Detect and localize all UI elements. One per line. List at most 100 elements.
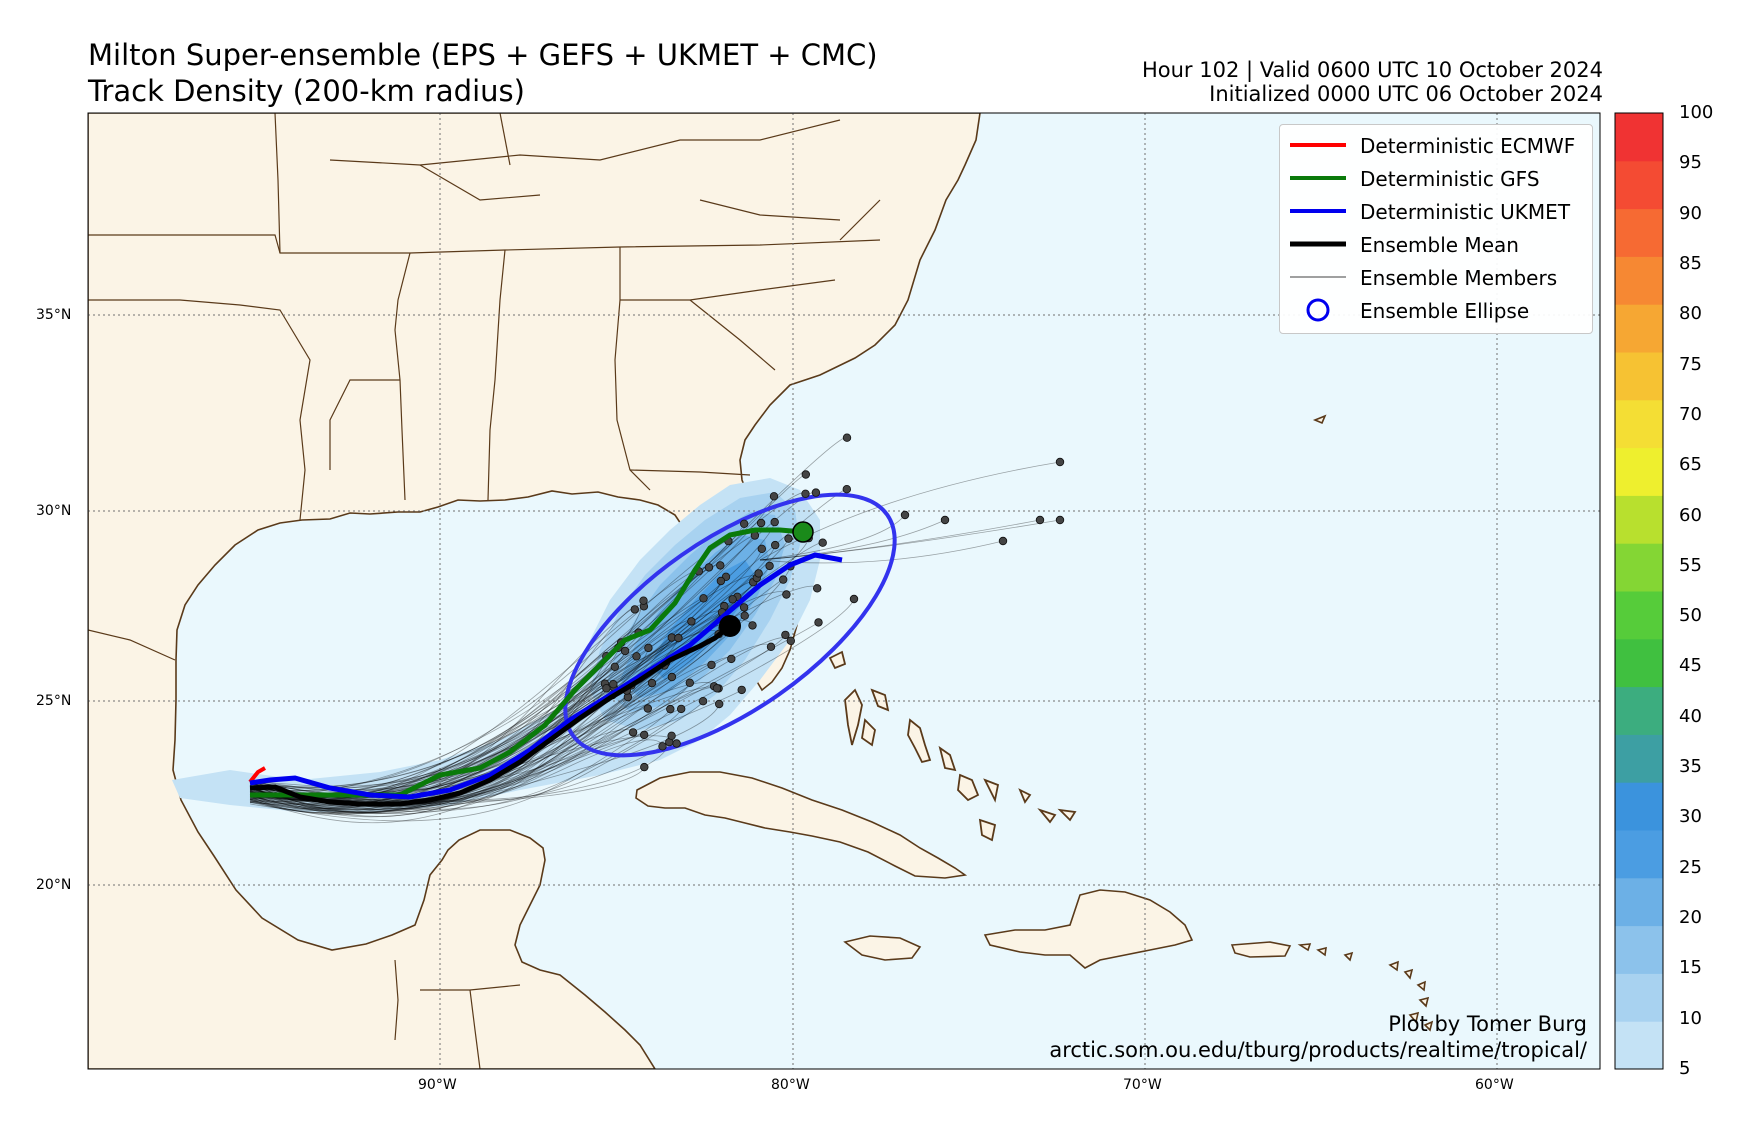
colorbar-bin — [1615, 304, 1663, 353]
ensemble-member-endpoint — [727, 654, 736, 664]
land-north-america — [88, 113, 981, 1069]
legend-item-gfs: Deterministic GFS — [1280, 164, 1592, 194]
legend-label: Deterministic UKMET — [1360, 200, 1571, 224]
ensemble-member-endpoint — [814, 618, 823, 627]
lon-label-80: 80°W — [771, 1077, 810, 1093]
ensemble-member-endpoint — [766, 642, 776, 651]
colorbar-bin — [1615, 208, 1663, 257]
ensemble-member-endpoint — [748, 621, 757, 630]
colorbar-tick-label: 70 — [1679, 403, 1702, 425]
ensemble-member-endpoint — [647, 678, 657, 688]
ensemble-member-track — [249, 679, 614, 810]
colorbar-bin — [1615, 113, 1663, 162]
ensemble-member-endpoint — [728, 595, 737, 604]
legend-label: Deterministic ECMWF — [1360, 134, 1576, 158]
lon-label-60: 60°W — [1475, 1077, 1514, 1093]
colorbar-bin — [1615, 160, 1663, 210]
ensemble-member-endpoint — [632, 652, 641, 661]
colorbar-tick-label: 20 — [1679, 907, 1702, 929]
colorbar-bin — [1615, 256, 1663, 305]
ensemble-mean-track — [249, 624, 732, 807]
colorbar-bin — [1615, 1021, 1663, 1070]
ensemble-member-endpoint — [628, 728, 638, 737]
colorbar — [1615, 113, 1663, 1070]
ensemble-member-endpoint — [849, 594, 859, 604]
state-boundaries — [88, 113, 881, 521]
ensemble-member-endpoint — [801, 489, 810, 498]
ensemble-member-track — [249, 697, 629, 805]
ensemble-member-endpoint — [677, 704, 686, 714]
colorbar-bin — [1615, 686, 1663, 735]
ensemble-member-endpoint — [771, 540, 780, 550]
colorbar-tick-label: 80 — [1679, 303, 1702, 325]
ensemble-member-endpoint — [779, 575, 788, 584]
ecmwf-track — [248, 766, 266, 784]
ensemble-member-endpoint — [842, 485, 851, 494]
lon-label-70: 70°W — [1123, 1077, 1162, 1093]
ensemble-member-track — [249, 742, 670, 801]
ensemble-member-endpoint — [811, 488, 821, 497]
map-frame — [87, 112, 1601, 1070]
ensemble-member-track — [759, 540, 1004, 564]
credit-url: arctic.som.ou.edu/tburg/products/realtim… — [1049, 1038, 1587, 1062]
chart-subtitle: Track Density (200-km radius) — [88, 74, 525, 108]
legend-swatch-ukmet — [1290, 209, 1346, 213]
legend-swatch-ensemble-members — [1290, 276, 1346, 278]
colorbar-tick-label: 30 — [1679, 806, 1702, 828]
colorbar-tick-label: 100 — [1679, 102, 1714, 123]
colorbar-bin — [1615, 495, 1663, 544]
ensemble-member-endpoint — [754, 569, 763, 578]
colorbar-bin — [1615, 352, 1663, 401]
colorbar-tick-label: 95 — [1679, 152, 1702, 174]
ensemble-member-endpoint — [770, 517, 779, 527]
ensemble-member-endpoint — [620, 646, 630, 656]
lon-label-90: 90°W — [418, 1077, 457, 1093]
ensemble-member-endpoint — [737, 685, 746, 695]
ensemble-member-track — [249, 538, 789, 787]
colorbar-bin — [1615, 447, 1663, 496]
colorbar-tick-label: 45 — [1679, 655, 1702, 677]
ensemble-member-endpoint — [687, 617, 696, 626]
ensemble-member-track — [759, 519, 946, 561]
ensemble-member-track — [249, 622, 819, 814]
ensemble-member-endpoint — [1055, 457, 1065, 467]
ensemble-member-track — [249, 591, 787, 789]
ensemble-member-track — [249, 689, 743, 815]
legend-label: Deterministic GFS — [1360, 167, 1540, 191]
ensemble-member-track — [249, 473, 807, 799]
legend-swatch-gfs — [1290, 176, 1346, 180]
ensemble-member-track — [249, 708, 671, 822]
ensemble-member-track — [249, 585, 818, 811]
ensemble-member-endpoint — [644, 643, 653, 653]
ensemble-member-endpoint — [740, 611, 749, 620]
ensemble-member-endpoint — [716, 576, 726, 586]
legend: Deterministic ECMWF Deterministic GFS De… — [1279, 124, 1593, 334]
ensemble-member-track — [249, 637, 679, 811]
colorbar-bin — [1615, 543, 1663, 592]
colorbar-tick-label: 5 — [1679, 1058, 1691, 1079]
colorbar-tick-label: 75 — [1679, 353, 1702, 375]
density-shading — [172, 478, 820, 812]
ensemble-member-endpoint — [704, 563, 714, 572]
colorbar-tick-label: 10 — [1679, 1007, 1702, 1029]
legend-item-ensemble-members: Ensemble Members — [1280, 263, 1592, 293]
ensemble-member-endpoint — [667, 672, 677, 682]
ensemble-member-endpoint — [666, 704, 675, 714]
ensemble-member-endpoint — [769, 492, 779, 501]
ensemble-member-endpoint — [685, 678, 694, 687]
ensemble-member-track — [249, 682, 691, 813]
legend-swatch-ecmwf — [1290, 143, 1346, 147]
ensemble-member-endpoint — [672, 739, 681, 748]
ensemble-member-track — [249, 637, 673, 817]
legend-label: Ensemble Members — [1360, 266, 1558, 290]
colorbar-bin — [1615, 877, 1663, 927]
valid-time: Hour 102 | Valid 0600 UTC 10 October 202… — [1141, 58, 1603, 82]
colorbar-tick-label: 55 — [1679, 554, 1702, 576]
lat-label-20: 20°N — [36, 877, 72, 893]
colorbar-frame — [1614, 112, 1664, 1070]
ensemble-member-track — [759, 514, 906, 561]
ensemble-member-endpoint — [740, 519, 749, 528]
init-time: Initialized 0000 UTC 06 October 2024 — [1209, 82, 1603, 106]
ensemble-member-endpoint — [698, 697, 708, 706]
land-jamaica — [843, 935, 922, 961]
